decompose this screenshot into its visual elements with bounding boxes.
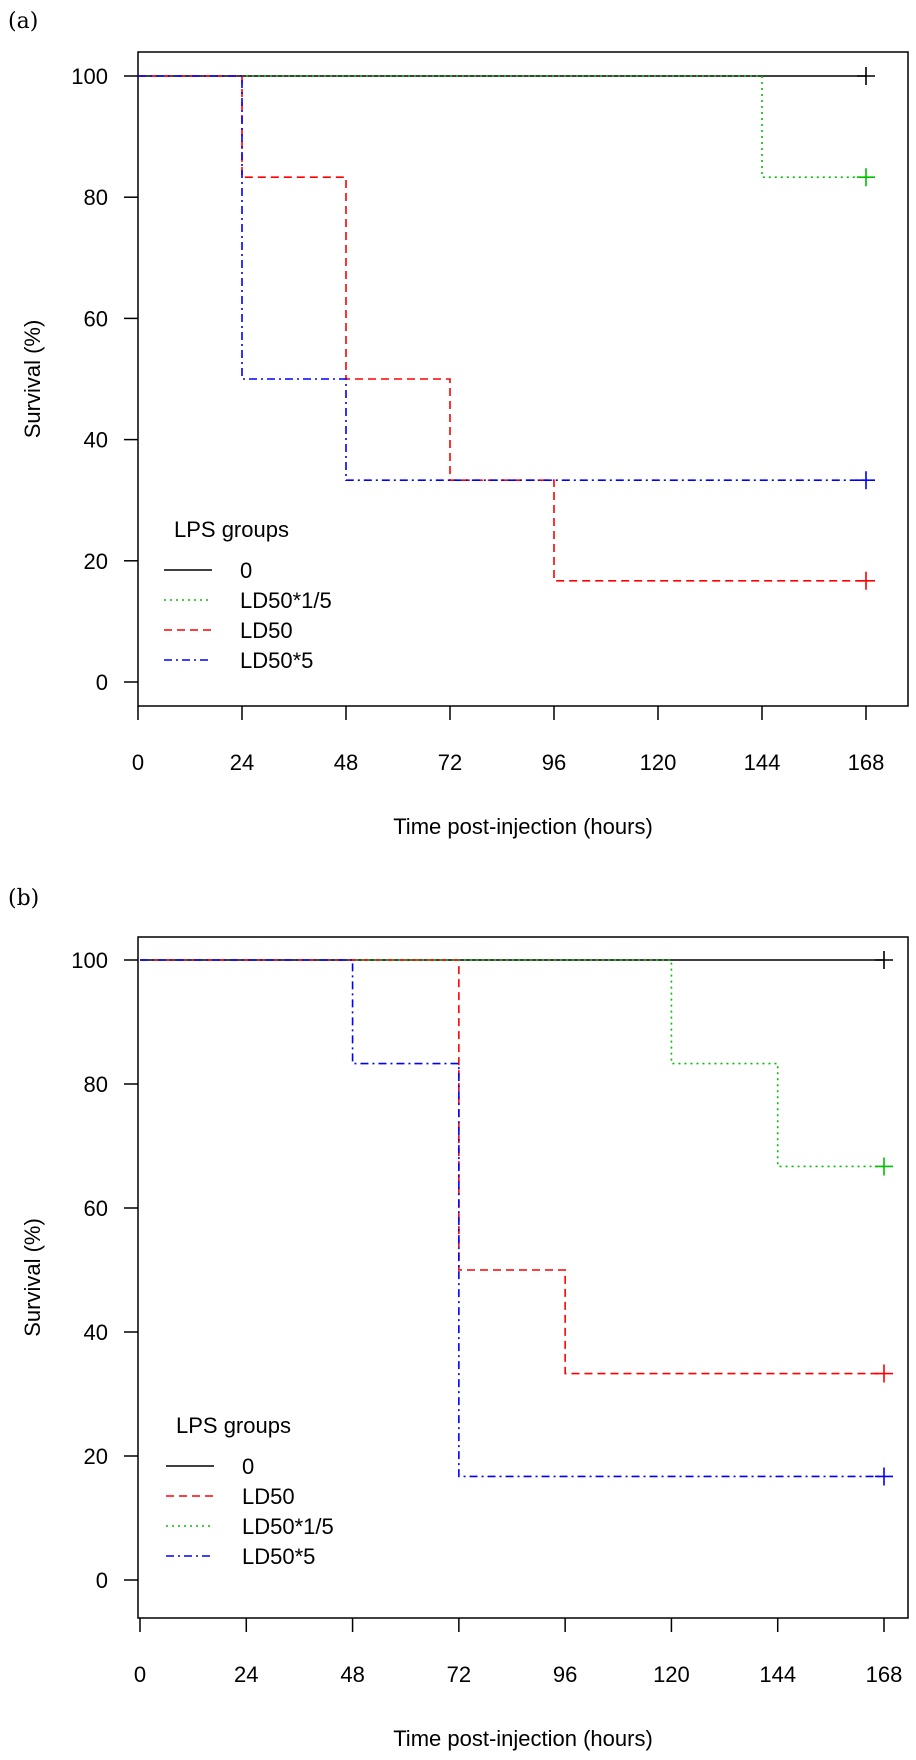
censor-mark xyxy=(857,67,875,85)
censor-mark xyxy=(875,1364,893,1383)
y-tick-label: 0 xyxy=(96,670,108,695)
series-line-ld50-5 xyxy=(140,959,884,1478)
legend-entry: LD50 xyxy=(242,1484,295,1509)
y-tick-label: 20 xyxy=(84,549,108,574)
legend-entry: LD50*1/5 xyxy=(240,588,332,613)
x-tick-label: 48 xyxy=(340,1662,364,1687)
legend-entry: LD50*5 xyxy=(240,648,313,673)
series-line-ld50-1-5 xyxy=(138,75,866,179)
legend-entry: LD50 xyxy=(240,618,293,643)
chart-panel-b: (b) 0 20 40 60 80 100 0 24 48 72 96 120 144 168 Time po… xyxy=(8,886,909,1751)
y-axis-title: Survival (%) xyxy=(20,320,45,439)
legend-title: LPS groups xyxy=(176,1413,291,1438)
chart-panel-a: (a) 0 20 40 60 80 100 0 24 48 72 96 120 144 168 Time po… xyxy=(8,9,909,839)
legend-entry: LD50*5 xyxy=(242,1544,315,1569)
censor-mark xyxy=(857,571,875,590)
panel-label: (a) xyxy=(8,9,38,34)
y-tick-label: 60 xyxy=(84,1196,108,1221)
x-tick-label: 120 xyxy=(640,750,677,775)
x-axis-title: Time post-injection (hours) xyxy=(393,1726,653,1751)
legend: LPS groups 0 LD50*1/5 LD50 LD50*5 xyxy=(164,517,332,673)
x-tick-label: 144 xyxy=(759,1662,796,1687)
censor-mark xyxy=(875,951,893,969)
x-tick-label: 96 xyxy=(542,750,566,775)
x-tick-label: 24 xyxy=(230,750,254,775)
plot-frame xyxy=(137,936,909,1619)
series-line-ld50-1-5 xyxy=(140,959,884,1168)
legend-entry: 0 xyxy=(240,558,252,583)
series-line-ld50 xyxy=(138,75,866,582)
y-tick-label: 40 xyxy=(84,1320,108,1345)
plot-frame xyxy=(137,51,909,707)
x-tick-label: 0 xyxy=(134,1662,146,1687)
x-tick-label: 96 xyxy=(553,1662,577,1687)
x-tick-label: 144 xyxy=(744,750,781,775)
x-tick-label: 168 xyxy=(848,750,885,775)
censor-mark xyxy=(875,1157,893,1176)
series-line-ld50 xyxy=(140,959,884,1375)
y-tick-label: 60 xyxy=(84,306,108,331)
x-tick-label: 48 xyxy=(334,750,358,775)
y-tick-label: 100 xyxy=(71,948,108,973)
y-tick-label: 80 xyxy=(84,185,108,210)
legend-title: LPS groups xyxy=(174,517,289,542)
x-tick-label: 168 xyxy=(866,1662,903,1687)
legend-entry: LD50*1/5 xyxy=(242,1514,334,1539)
censor-mark xyxy=(857,168,875,187)
x-axis-title: Time post-injection (hours) xyxy=(393,814,653,839)
censor-mark xyxy=(857,471,875,490)
legend-entry: 0 xyxy=(242,1454,254,1479)
x-tick-label: 72 xyxy=(438,750,462,775)
y-axis-title: Survival (%) xyxy=(20,1218,45,1337)
x-tick-label: 120 xyxy=(653,1662,690,1687)
x-tick-label: 24 xyxy=(234,1662,258,1687)
x-tick-label: 72 xyxy=(447,1662,471,1687)
y-tick-label: 40 xyxy=(84,428,108,453)
y-tick-label: 100 xyxy=(71,64,108,89)
censor-mark xyxy=(875,1467,893,1486)
series-line-ld50-5 xyxy=(138,75,866,482)
y-tick-label: 0 xyxy=(96,1568,108,1593)
x-tick-label: 0 xyxy=(132,750,144,775)
legend: LPS groups 0 LD50 LD50*1/5 LD50*5 xyxy=(166,1413,334,1569)
y-tick-label: 20 xyxy=(84,1444,108,1469)
y-tick-label: 80 xyxy=(84,1072,108,1097)
panel-label: (b) xyxy=(8,886,39,911)
